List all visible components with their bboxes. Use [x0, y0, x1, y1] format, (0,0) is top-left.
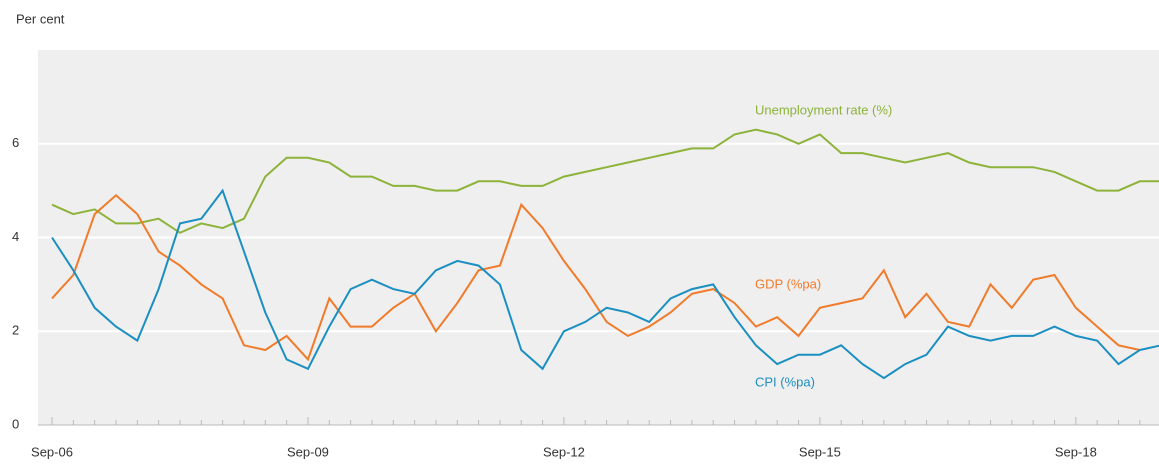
x-tick-label: Sep-06 [31, 444, 73, 459]
series-label: Unemployment rate (%) [755, 102, 892, 117]
y-tick-label: 6 [12, 135, 19, 150]
x-tick-label: Sep-09 [287, 444, 329, 459]
series-line [51, 188, 1159, 380]
y-tick-label: 4 [12, 229, 19, 244]
y-axis-label: Per cent [16, 11, 65, 26]
y-tick-label: 2 [12, 323, 19, 338]
x-tick-label: Sep-18 [1055, 444, 1097, 459]
series-label: CPI (%pa) [755, 374, 815, 389]
series-line [51, 128, 1159, 234]
series-label: GDP (%pa) [755, 276, 821, 291]
y-tick-label: 0 [12, 416, 19, 431]
series-line [51, 193, 1141, 362]
x-tick-label: Sep-15 [799, 444, 841, 459]
x-tick-label: Sep-12 [543, 444, 585, 459]
